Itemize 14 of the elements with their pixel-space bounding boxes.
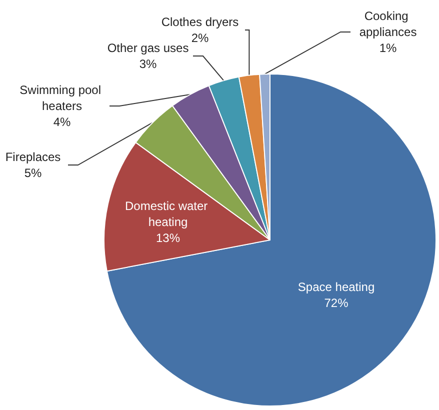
slice-label: Other gas uses [107,41,189,55]
slice-label: Space heating [298,280,375,294]
data-label: 5% [24,166,42,180]
data-label: 3% [139,57,157,71]
data-label: 4% [53,115,71,129]
data-label: 13% [156,231,180,245]
slice-label: Fireplaces [5,150,61,164]
slice-label: Clothes dryers [161,15,239,29]
data-label: 2% [191,31,209,45]
slice-label: Cooking appliances [359,9,417,39]
slice-label: Swimming pool heaters [20,83,104,113]
slice-label: Domestic water heating [124,199,212,229]
data-label: 1% [379,41,397,55]
data-label: 72% [324,296,349,310]
